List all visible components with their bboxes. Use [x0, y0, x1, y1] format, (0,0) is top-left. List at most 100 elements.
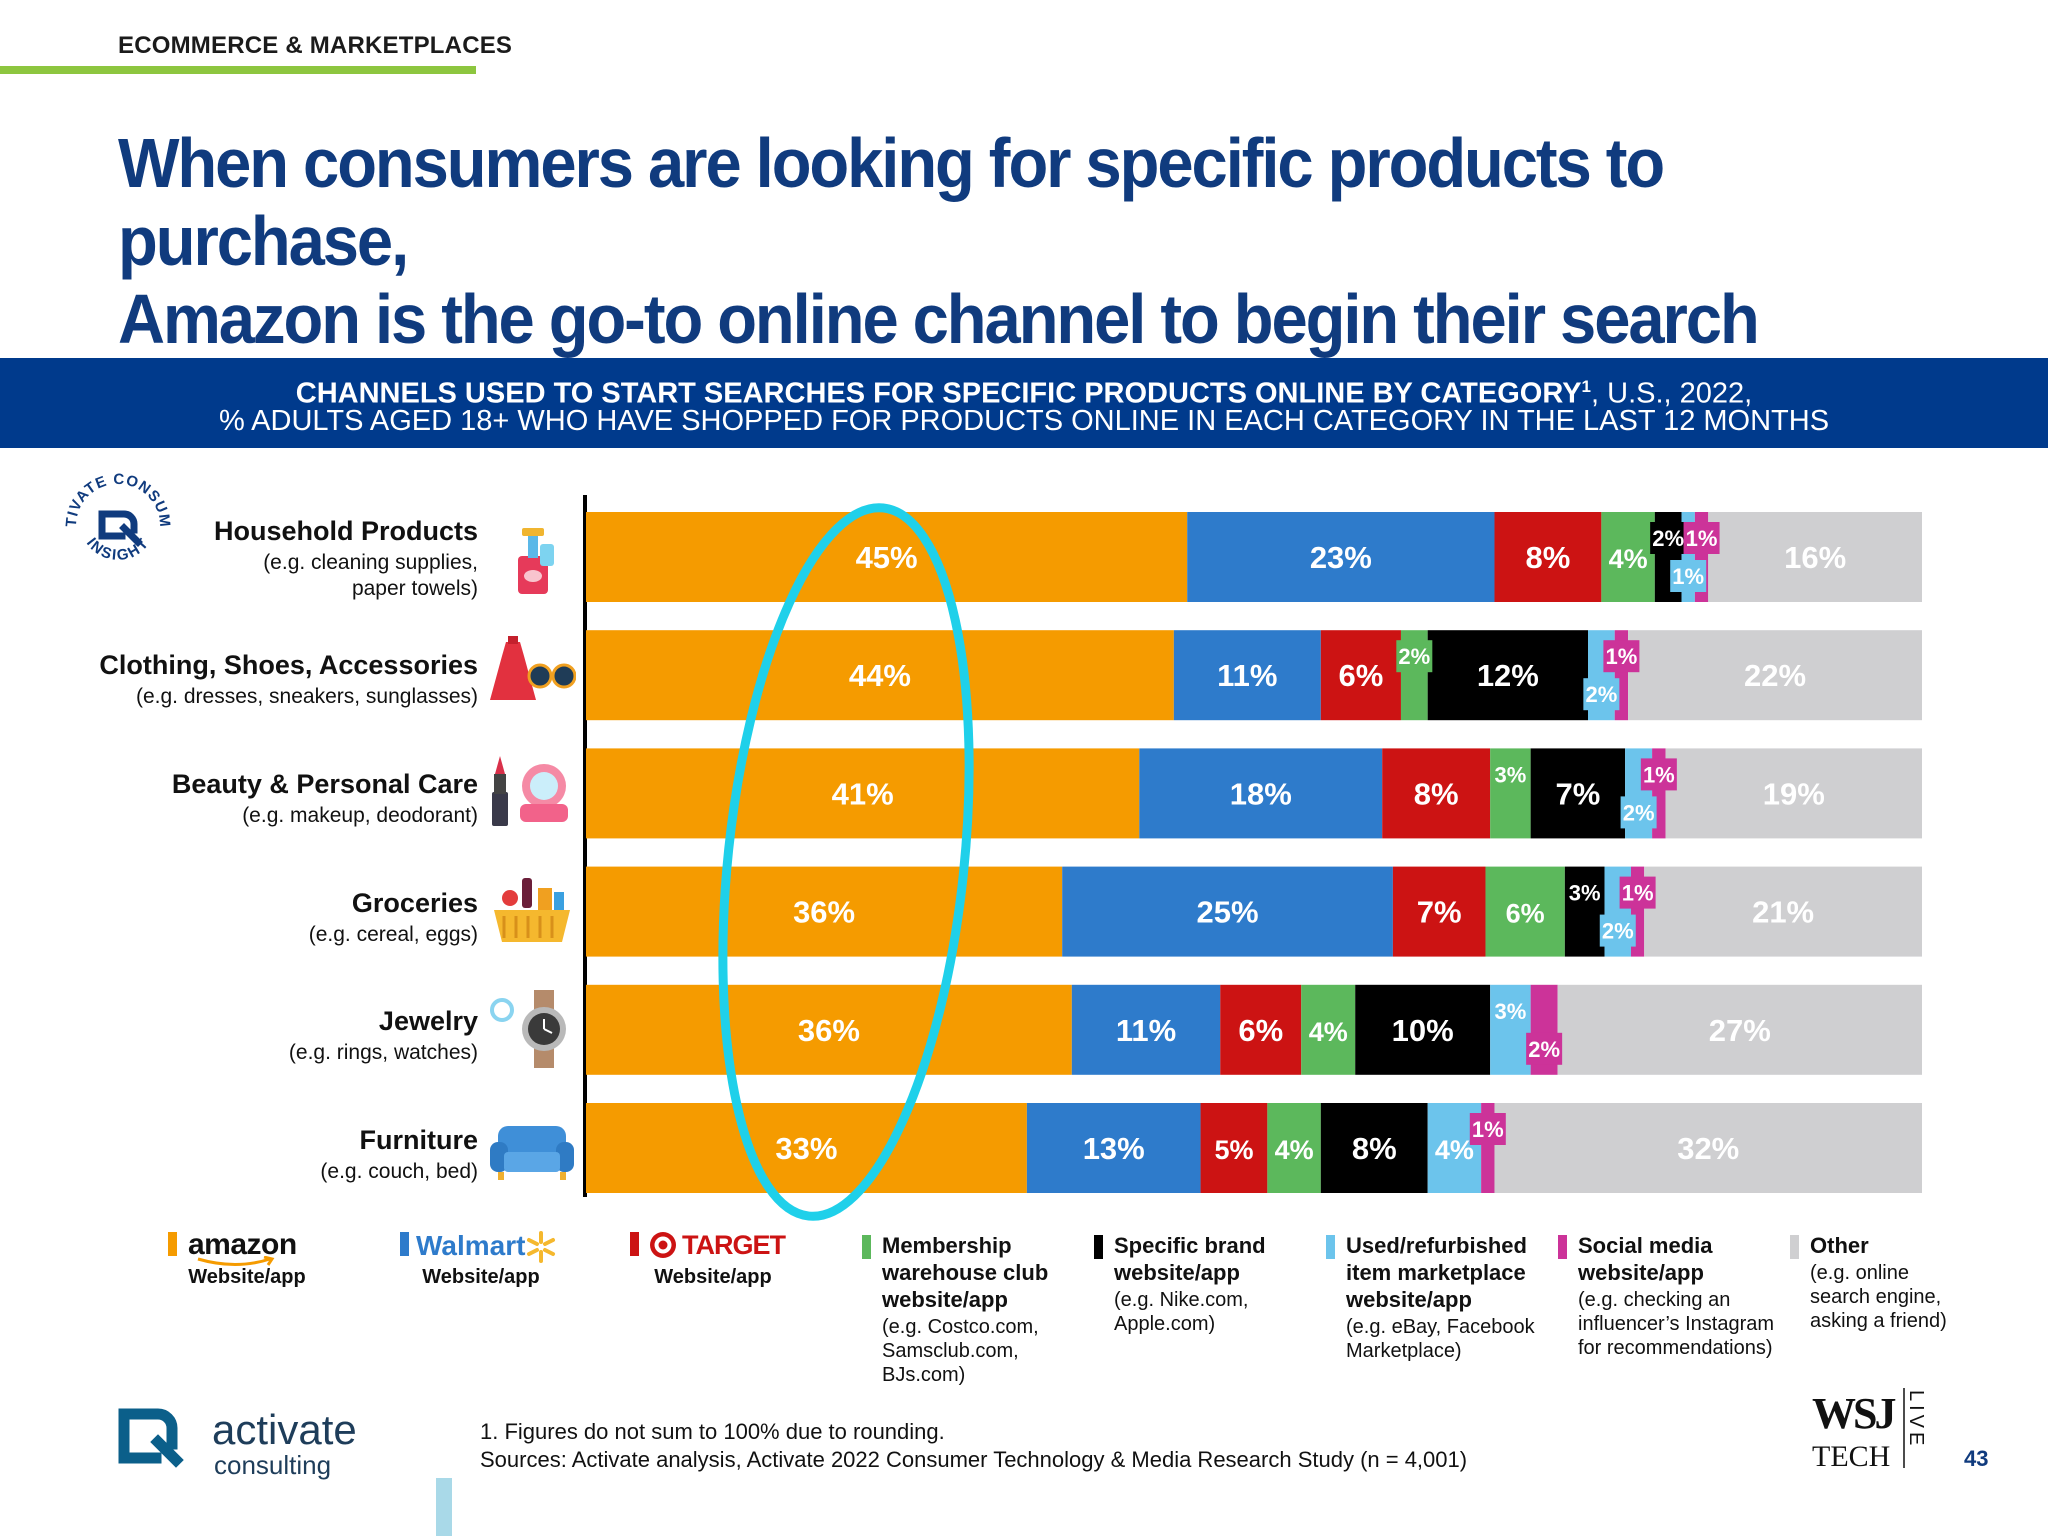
legend-brand-site: Specific brand website/app (e.g. Nike.co…	[1094, 1232, 1294, 1336]
category-label: Beauty & Personal Care	[171, 769, 478, 799]
legend-sub: search engine,	[1810, 1286, 1942, 1308]
data-label: 23%	[1310, 540, 1372, 575]
chart-axis-line	[583, 495, 587, 1197]
legend-title: website/app	[1114, 1260, 1240, 1285]
bar-segment	[1427, 630, 1588, 721]
legend-sub: asking a friend)	[1810, 1310, 1947, 1332]
legend-swatch	[1326, 1235, 1335, 1259]
bar-segment	[1187, 512, 1495, 602]
bar-segment	[1139, 748, 1383, 839]
data-label: 7%	[1417, 895, 1462, 930]
data-label: 2%	[1602, 919, 1634, 944]
data-label: 41%	[832, 776, 894, 811]
bar-segment	[586, 984, 1072, 1075]
data-label: 21%	[1752, 895, 1814, 930]
data-label: 6%	[1506, 899, 1545, 929]
bar-segment	[1173, 630, 1321, 721]
bar-segment	[1026, 1103, 1201, 1193]
data-label: 45%	[856, 540, 918, 575]
page-number: 43	[1964, 1446, 1989, 1471]
legend-swatch	[1558, 1235, 1567, 1259]
legend-sub: BJs.com)	[882, 1364, 966, 1386]
data-label: 11%	[1116, 1013, 1176, 1048]
data-label-box	[1683, 522, 1720, 554]
category-label: Furniture	[359, 1125, 479, 1155]
page-title: When consumers are looking for specific …	[118, 124, 1866, 358]
data-label-box	[1469, 1113, 1506, 1145]
walmart-spark-icon	[527, 1231, 555, 1263]
legend-swatch	[1790, 1235, 1799, 1259]
legend-sub: Apple.com)	[1114, 1313, 1216, 1335]
category-sub: (e.g. dresses, sneakers, sunglasses)	[136, 685, 478, 708]
title-line-2: Amazon is the go-to online channel to be…	[118, 280, 1760, 358]
bar-segment	[586, 748, 1140, 839]
bar-segment	[586, 630, 1174, 721]
title-line-1: When consumers are looking for specific …	[118, 124, 1665, 280]
data-label: 1%	[1686, 526, 1718, 551]
legend-title: Membership	[882, 1233, 1012, 1258]
data-label: 6%	[1238, 1013, 1283, 1048]
dress-sunglasses-icon	[490, 636, 576, 700]
legend-title: item marketplace	[1346, 1260, 1526, 1285]
legend-title: website/app	[1346, 1287, 1472, 1312]
category-sub: (e.g. cereal, eggs)	[308, 923, 478, 946]
footnote: 1. Figures do not sum to 100% due to rou…	[480, 1418, 1467, 1474]
data-label: 11%	[1217, 658, 1277, 693]
footnote-ref: 1	[1581, 377, 1592, 396]
data-label: 3%	[1569, 881, 1601, 906]
data-label: 5%	[1214, 1135, 1253, 1165]
bar-segment	[1301, 984, 1356, 1075]
legend-caption: Website/app	[422, 1266, 540, 1288]
data-label-box	[1650, 522, 1687, 554]
legend-title: Other	[1810, 1233, 1869, 1258]
amazon-highlight-ring	[718, 503, 974, 1221]
target-bullseye-icon	[650, 1232, 676, 1258]
data-label: 12%	[1477, 658, 1539, 693]
bar-segment	[1382, 748, 1491, 839]
data-label-box	[1619, 876, 1656, 909]
data-label: 4%	[1275, 1135, 1314, 1165]
legend-membership: Membership warehouse club website/app (e…	[862, 1232, 1062, 1387]
legend-swatch	[862, 1235, 871, 1259]
bar-segment	[1071, 984, 1221, 1075]
section-label: ECOMMERCE & MARKETPLACES	[118, 32, 513, 59]
data-label: 1%	[1472, 1117, 1504, 1142]
logo-sub: consulting	[214, 1450, 331, 1480]
amazon-smile-icon	[197, 1256, 275, 1266]
wsj-tech-live-logo: WSJ TECH LIVE	[1812, 1388, 1927, 1472]
data-label-box	[1566, 876, 1603, 909]
data-label: 3%	[1495, 999, 1527, 1024]
data-label: 44%	[849, 658, 911, 693]
legend-caption: Website/app	[188, 1266, 306, 1288]
category-sub: (e.g. couch, bed)	[320, 1160, 478, 1183]
legend-sub: (e.g. eBay, Facebook	[1346, 1316, 1535, 1338]
footnote-sources: Sources: Activate analysis, Activate 202…	[480, 1447, 1468, 1472]
legend-title: Social media	[1578, 1233, 1713, 1258]
bar-segment	[1494, 512, 1602, 602]
bar-segment	[1644, 866, 1922, 957]
category-sub: (e.g. makeup, deodorant)	[242, 804, 478, 827]
data-label: 2%	[1398, 644, 1430, 669]
bar-segment	[1200, 1103, 1268, 1193]
legend-sub: (e.g. checking an	[1578, 1289, 1731, 1311]
data-label-box	[1583, 678, 1620, 711]
walmart-logo: Walmart	[416, 1230, 526, 1261]
bar-segment	[1665, 748, 1922, 839]
section-underline	[0, 66, 476, 74]
data-label: 32%	[1677, 1131, 1739, 1166]
bar-segment	[1708, 512, 1922, 602]
legend-title: website/app	[1578, 1260, 1704, 1285]
data-label: 6%	[1338, 658, 1383, 693]
data-label: 1%	[1606, 644, 1638, 669]
data-label: 4%	[1609, 544, 1648, 574]
data-label: 3%	[1495, 762, 1527, 787]
bar-segment	[1557, 984, 1922, 1075]
target-logo: TARGET	[682, 1230, 786, 1260]
bar-segment	[1494, 1103, 1922, 1193]
bar-segment	[586, 512, 1188, 602]
data-label: 1%	[1643, 762, 1675, 787]
activate-mark-icon	[98, 510, 143, 547]
bar-segment	[1628, 630, 1922, 721]
wsj-word: WSJ	[1812, 1389, 1895, 1438]
data-label: 2%	[1528, 1037, 1560, 1062]
